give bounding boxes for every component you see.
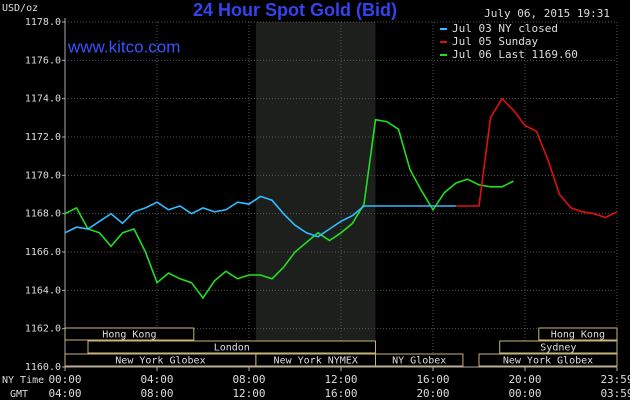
y-tick-label: 1170.0 [25, 170, 61, 181]
session-bar [87, 340, 376, 354]
x-tick-label: 16:00 [416, 373, 449, 386]
x-tick-label: 12:00 [324, 373, 357, 386]
y-tick-label: 1168.0 [25, 209, 61, 220]
x-tick-label: 00:00 [48, 373, 81, 386]
series-line [64, 118, 514, 300]
timestamp: July 06, 2015 19:31 [484, 7, 610, 20]
gmt-tick-label: 20:00 [416, 387, 449, 400]
y-tick-label: 1174.0 [25, 94, 61, 105]
x-tick-label: 23:59 [600, 373, 630, 386]
series-line [64, 195, 456, 238]
session-bar [538, 327, 618, 341]
gmt-tick-label: 00:00 [508, 387, 541, 400]
session-label: New York Globex [115, 356, 205, 367]
x-axis-label: NY Time [2, 375, 44, 386]
session-label: Sydney [540, 343, 576, 354]
session-label: London [214, 343, 250, 354]
chart-title: 24 Hour Spot Gold (Bid) [193, 0, 397, 20]
series-line [456, 97, 618, 219]
gmt-tick-label: 08:00 [140, 387, 173, 400]
y-tick-label: 1164.0 [25, 285, 61, 296]
session-bar [499, 340, 618, 354]
x2-axis-label: GMT [10, 389, 28, 400]
y-tick-label: 1160.0 [25, 362, 61, 373]
y-tick-label: 1178.0 [25, 17, 61, 28]
legend-label: Jul 05 Sunday [452, 35, 538, 48]
y-tick-label: 1166.0 [25, 247, 61, 258]
x-tick-label: 08:00 [232, 373, 265, 386]
x-tick-label: 04:00 [140, 373, 173, 386]
shaded-region [255, 22, 376, 367]
gmt-tick-label: 12:00 [232, 387, 265, 400]
y-tick-label: 1162.0 [25, 324, 61, 335]
gmt-tick-label: 04:00 [48, 387, 81, 400]
session-label: New York Globex [503, 356, 593, 367]
site: www.kitco.com [67, 37, 180, 56]
y-tick-label: 1176.0 [25, 55, 61, 66]
legend-label: Jul 06 Last 1169.60 [452, 48, 578, 61]
session-label: Hong Kong [102, 330, 156, 341]
session-bar [64, 327, 195, 341]
gmt-tick-label: 16:00 [324, 387, 357, 400]
legend-label: Jul 03 NY closed [452, 22, 558, 35]
session-label: New York NYMEX [274, 356, 358, 367]
x-tick-label: 20:00 [508, 373, 541, 386]
gmt-tick-label: 03:59 [600, 387, 630, 400]
session-bar [375, 353, 464, 367]
session-bar [478, 353, 618, 367]
session-label: NY Globex [392, 356, 446, 367]
y-tick-label: 1172.0 [25, 132, 61, 143]
y-axis-label: USD/oz [2, 3, 38, 14]
session-label: Hong Kong [551, 330, 605, 341]
